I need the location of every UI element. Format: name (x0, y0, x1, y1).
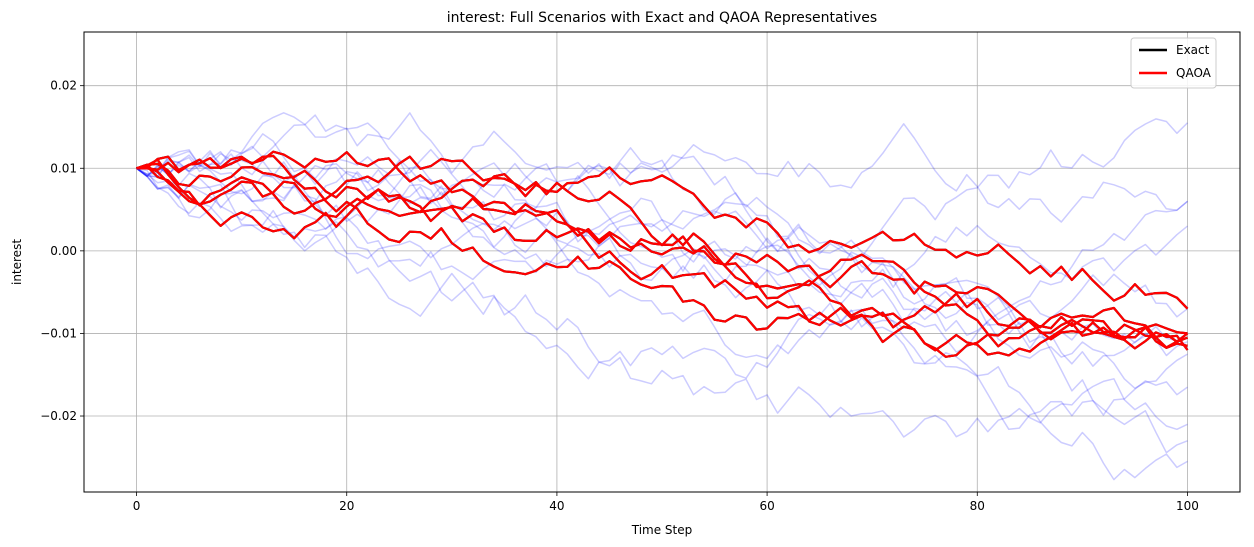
scenario-line (136, 149, 1188, 481)
scenario-line (136, 118, 1189, 286)
scenario-line (136, 161, 1188, 438)
legend-label-exact: Exact (1176, 43, 1210, 57)
x-tick-label: 60 (759, 499, 774, 513)
x-axis-label: Time Step (631, 523, 693, 537)
scenario-line (136, 167, 1188, 380)
y-axis-ticks: −0.02 −0.01 0.00 0.01 0.02 (40, 79, 84, 423)
y-tick-label: −0.01 (40, 326, 77, 340)
x-tick-label: 20 (339, 499, 354, 513)
scenario-line (136, 167, 1188, 357)
y-tick-label: 0.00 (50, 244, 77, 258)
scenario-line (136, 167, 1188, 390)
qaoa-line (136, 150, 1188, 357)
scenario-line (136, 150, 1188, 431)
scenario-line (136, 123, 1188, 248)
qaoa-line (136, 158, 1189, 310)
chart-title: interest: Full Scenarios with Exact and … (447, 10, 877, 26)
scenario-lines (136, 112, 1189, 481)
x-tick-label: 100 (1176, 499, 1199, 513)
x-tick-label: 80 (970, 499, 985, 513)
scenario-line (136, 148, 1188, 298)
y-tick-label: −0.02 (40, 409, 77, 423)
x-tick-label: 0 (133, 499, 141, 513)
legend: Exact QAOA (1130, 37, 1217, 89)
legend-label-qaoa: QAOA (1176, 66, 1212, 80)
scenario-line (136, 114, 1188, 367)
plot-frame (83, 31, 1241, 493)
qaoa-line (136, 165, 1188, 349)
scenario-line (136, 112, 1188, 319)
y-tick-label: 0.01 (50, 161, 77, 175)
y-axis-label: interest (10, 239, 24, 285)
grid (84, 32, 1240, 492)
qaoa-lines (136, 150, 1189, 358)
x-tick-label: 40 (549, 499, 564, 513)
qaoa-line (136, 154, 1189, 349)
x-axis-ticks: 0 20 40 60 80 100 (133, 492, 1199, 513)
qaoa-line (136, 162, 1188, 348)
y-tick-label: 0.02 (50, 79, 77, 93)
scenario-line (136, 167, 1188, 454)
